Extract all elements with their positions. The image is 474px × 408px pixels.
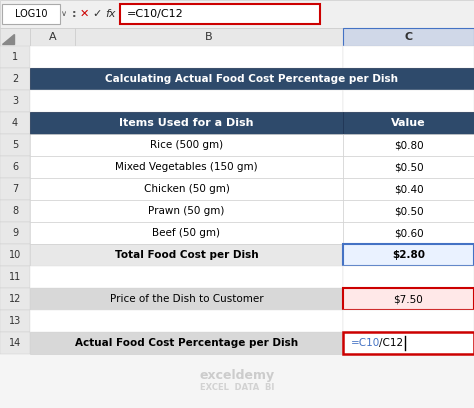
- Text: 8: 8: [12, 206, 18, 216]
- Text: 11: 11: [9, 272, 21, 282]
- Bar: [30, 222, 343, 244]
- Bar: [30, 46, 343, 68]
- Bar: [0, 68, 30, 90]
- Bar: [0, 244, 30, 266]
- Bar: [0, 0, 474, 28]
- Bar: [0, 332, 30, 354]
- Text: $0.60: $0.60: [394, 228, 423, 238]
- Bar: [343, 310, 474, 332]
- Text: 6: 6: [12, 162, 18, 172]
- Bar: [0, 112, 30, 134]
- Text: 13: 13: [9, 316, 21, 326]
- Bar: [343, 156, 474, 178]
- Bar: [343, 90, 474, 112]
- Text: Actual Food Cost Percentage per Dish: Actual Food Cost Percentage per Dish: [75, 338, 298, 348]
- Text: exceldemy: exceldemy: [200, 368, 274, 381]
- Text: Items Used for a Dish: Items Used for a Dish: [119, 118, 254, 128]
- Text: $0.40: $0.40: [394, 184, 423, 194]
- Bar: [0, 310, 30, 332]
- Bar: [343, 222, 474, 244]
- Text: Total Food Cost per Dish: Total Food Cost per Dish: [115, 250, 258, 260]
- Text: $7.50: $7.50: [393, 294, 423, 304]
- Bar: [30, 310, 343, 332]
- Text: LOG10: LOG10: [15, 9, 47, 19]
- Text: Beef (50 gm): Beef (50 gm): [153, 228, 220, 238]
- Text: 5: 5: [12, 140, 18, 150]
- Bar: [30, 200, 343, 222]
- Bar: [0, 46, 30, 68]
- Bar: [343, 46, 474, 68]
- Text: 4: 4: [12, 118, 18, 128]
- Text: 7: 7: [12, 184, 18, 194]
- Text: Prawn (50 gm): Prawn (50 gm): [148, 206, 225, 216]
- Text: 9: 9: [12, 228, 18, 238]
- Text: fx: fx: [106, 9, 116, 19]
- Bar: [343, 266, 474, 288]
- Bar: [343, 134, 474, 156]
- Text: $0.80: $0.80: [394, 140, 423, 150]
- Text: Chicken (50 gm): Chicken (50 gm): [144, 184, 229, 194]
- Text: $0.50: $0.50: [394, 162, 423, 172]
- Text: ✓: ✓: [92, 9, 102, 19]
- Bar: [30, 112, 343, 134]
- Bar: [343, 178, 474, 200]
- Bar: [30, 28, 75, 46]
- Text: B: B: [205, 32, 213, 42]
- Text: /C12: /C12: [379, 338, 403, 348]
- Polygon shape: [2, 34, 14, 44]
- Text: =C10: =C10: [351, 338, 380, 348]
- Text: EXCEL  DATA  BI: EXCEL DATA BI: [200, 384, 274, 392]
- Text: Value: Value: [391, 118, 426, 128]
- Bar: [2, 4, 60, 24]
- Text: 14: 14: [9, 338, 21, 348]
- Text: 3: 3: [12, 96, 18, 106]
- Bar: [120, 4, 320, 24]
- Text: $2.80: $2.80: [392, 250, 425, 260]
- Text: 1: 1: [12, 52, 18, 62]
- Text: 2: 2: [12, 74, 18, 84]
- Bar: [0, 266, 30, 288]
- Bar: [343, 244, 474, 266]
- Bar: [30, 68, 474, 90]
- Text: ✕: ✕: [79, 9, 89, 19]
- Bar: [343, 28, 474, 46]
- Text: :: :: [72, 9, 76, 19]
- Bar: [30, 156, 343, 178]
- Bar: [0, 156, 30, 178]
- Bar: [75, 28, 343, 46]
- Text: $0.50: $0.50: [394, 206, 423, 216]
- Bar: [30, 178, 343, 200]
- Bar: [0, 178, 30, 200]
- Bar: [30, 288, 343, 310]
- Text: C: C: [404, 32, 412, 42]
- Text: 12: 12: [9, 294, 21, 304]
- Text: Mixed Vegetables (150 gm): Mixed Vegetables (150 gm): [115, 162, 258, 172]
- Bar: [0, 288, 30, 310]
- Bar: [343, 112, 474, 134]
- Bar: [30, 332, 343, 354]
- Text: Price of the Dish to Customer: Price of the Dish to Customer: [109, 294, 264, 304]
- Bar: [343, 288, 474, 310]
- Bar: [343, 332, 474, 354]
- Bar: [343, 200, 474, 222]
- Text: Rice (500 gm): Rice (500 gm): [150, 140, 223, 150]
- Text: Calculating Actual Food Cost Percentage per Dish: Calculating Actual Food Cost Percentage …: [106, 74, 399, 84]
- Text: 10: 10: [9, 250, 21, 260]
- Bar: [30, 90, 343, 112]
- Text: =C10/C12: =C10/C12: [127, 9, 184, 19]
- Bar: [30, 134, 343, 156]
- Bar: [0, 222, 30, 244]
- Bar: [0, 28, 30, 46]
- Bar: [0, 90, 30, 112]
- Text: A: A: [49, 32, 56, 42]
- Bar: [0, 134, 30, 156]
- Text: ∨: ∨: [61, 9, 67, 18]
- Bar: [0, 200, 30, 222]
- Bar: [30, 266, 343, 288]
- Bar: [30, 244, 343, 266]
